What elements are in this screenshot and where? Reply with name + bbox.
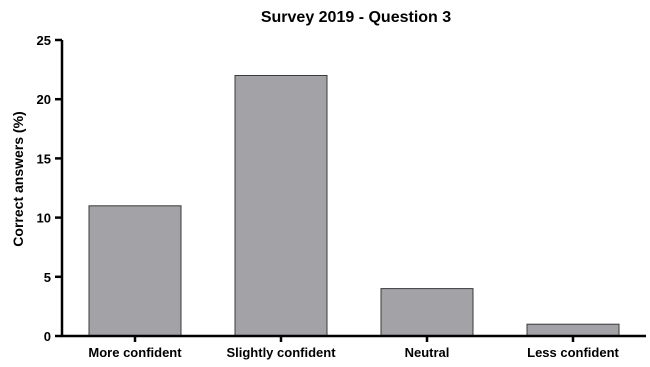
- y-tick-label: 10: [37, 211, 51, 226]
- x-tick-label: Slightly confident: [226, 345, 336, 360]
- bar-less-confident: [526, 323, 620, 337]
- chart-title: Survey 2019 - Question 3: [261, 9, 451, 26]
- y-tick-label: 25: [37, 33, 51, 48]
- y-tick-label: 5: [44, 270, 51, 285]
- y-axis-label: Correct answers (%): [10, 111, 26, 246]
- bars-group: [88, 75, 620, 337]
- x-tick-label: Neutral: [405, 345, 450, 360]
- x-tick-label: More confident: [88, 345, 182, 360]
- y-tick-label: 20: [37, 92, 51, 107]
- y-axis: 0 5 10 15 20 25: [37, 33, 64, 344]
- x-axis: More confident Slightly confident Neutral L…: [61, 334, 646, 360]
- y-tick-label: 0: [44, 329, 51, 344]
- x-tick-label: Less confident: [527, 345, 619, 360]
- y-tick-label: 15: [37, 151, 51, 166]
- bar-slightly-confident: [234, 75, 328, 337]
- bar-neutral: [380, 288, 474, 337]
- bar-more-confident: [88, 205, 182, 337]
